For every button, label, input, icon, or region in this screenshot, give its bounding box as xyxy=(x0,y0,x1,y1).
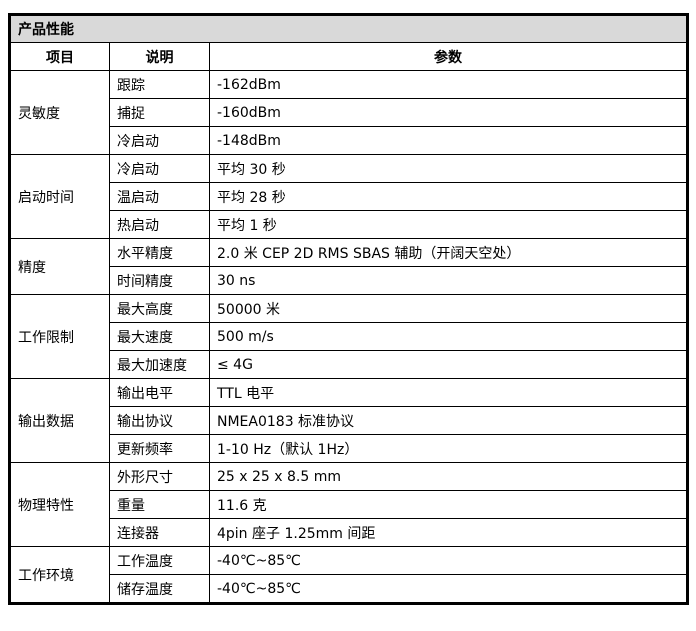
table-row: 工作限制 最大高度 50000 米 xyxy=(9,294,688,379)
table-row: 冷启动 -148dBm xyxy=(10,126,688,155)
description-cell: 外形尺寸 xyxy=(109,462,210,491)
header-item: 项目 xyxy=(9,42,110,71)
description-cell: 输出协议 xyxy=(109,406,210,435)
group-name: 灵敏度 xyxy=(9,70,110,155)
table-row: 工作环境 工作温度 -40℃~85℃ xyxy=(9,546,688,604)
description-cell: 冷启动 xyxy=(109,126,210,155)
table-row: 最大速度 500 m/s xyxy=(10,322,688,351)
parameter-cell: 25 x 25 x 8.5 mm xyxy=(209,462,688,491)
description-cell: 时间精度 xyxy=(109,266,210,295)
table-row: 物理特性 外形尺寸 25 x 25 x 8.5 mm xyxy=(9,462,688,547)
table-row: 更新频率 1-10 Hz（默认 1Hz） xyxy=(10,434,688,463)
table-row: 温启动 平均 28 秒 xyxy=(10,182,688,211)
parameter-cell: 11.6 克 xyxy=(209,490,688,519)
parameter-cell: 50000 米 xyxy=(209,294,688,323)
description-cell: 跟踪 xyxy=(109,70,210,99)
group-name: 物理特性 xyxy=(9,462,110,547)
description-cell: 温启动 xyxy=(109,182,210,211)
parameter-cell: 平均 1 秒 xyxy=(209,210,688,239)
description-cell: 捕捉 xyxy=(109,98,210,127)
parameter-cell: 1-10 Hz（默认 1Hz） xyxy=(209,434,688,463)
table-row: 灵敏度 跟踪 -162dBm xyxy=(9,70,688,155)
parameter-cell: -148dBm xyxy=(209,126,688,155)
parameter-cell: 30 ns xyxy=(209,266,688,295)
description-cell: 重量 xyxy=(109,490,210,519)
parameter-cell: TTL 电平 xyxy=(209,378,688,407)
description-cell: 更新频率 xyxy=(109,434,210,463)
description-cell: 最大加速度 xyxy=(109,350,210,379)
group-name: 输出数据 xyxy=(9,378,110,463)
table-row: 启动时间 冷启动 平均 30 秒 xyxy=(9,154,688,239)
table-title: 产品性能 xyxy=(9,14,688,43)
parameter-cell: 平均 30 秒 xyxy=(209,154,688,183)
table-row: 精度 水平精度 2.0 米 CEP 2D RMS SBAS 辅助（开阔天空处） xyxy=(9,238,688,295)
parameter-cell: ≤ 4G xyxy=(209,350,688,379)
parameter-cell: 4pin 座子 1.25mm 间距 xyxy=(209,518,688,547)
group-name: 工作限制 xyxy=(9,294,110,379)
header-description: 说明 xyxy=(109,42,210,71)
description-cell: 水平精度 xyxy=(109,238,210,267)
table-row: 输出协议 NMEA0183 标准协议 xyxy=(10,406,688,435)
table-title-row: 产品性能 xyxy=(9,14,688,43)
parameter-cell: -40℃~85℃ xyxy=(209,546,688,575)
description-cell: 输出电平 xyxy=(109,378,210,407)
description-cell: 最大高度 xyxy=(109,294,210,323)
group-name: 工作环境 xyxy=(9,546,110,604)
description-cell: 连接器 xyxy=(109,518,210,547)
table-row: 输出数据 输出电平 TTL 电平 xyxy=(9,378,688,463)
table-row: 连接器 4pin 座子 1.25mm 间距 xyxy=(10,518,688,547)
table-row: 捕捉 -160dBm xyxy=(10,98,688,127)
header-row: 项目 说明 参数 xyxy=(9,42,688,71)
description-cell: 热启动 xyxy=(109,210,210,239)
table-row: 最大加速度 ≤ 4G xyxy=(10,350,688,379)
parameter-cell: -160dBm xyxy=(209,98,688,127)
parameter-cell: -162dBm xyxy=(209,70,688,99)
table-row: 重量 11.6 克 xyxy=(10,490,688,519)
group-name: 精度 xyxy=(9,238,110,295)
description-cell: 工作温度 xyxy=(109,546,210,575)
parameter-cell: NMEA0183 标准协议 xyxy=(209,406,688,435)
parameter-cell: 500 m/s xyxy=(209,322,688,351)
description-cell: 储存温度 xyxy=(109,574,210,604)
table-row: 储存温度 -40℃~85℃ xyxy=(10,574,688,604)
parameter-cell: -40℃~85℃ xyxy=(209,574,688,604)
description-cell: 冷启动 xyxy=(109,154,210,183)
table-row: 时间精度 30 ns xyxy=(10,266,688,295)
parameter-cell: 平均 28 秒 xyxy=(209,182,688,211)
description-cell: 最大速度 xyxy=(109,322,210,351)
group-name: 启动时间 xyxy=(9,154,110,239)
parameter-cell: 2.0 米 CEP 2D RMS SBAS 辅助（开阔天空处） xyxy=(209,238,688,267)
header-parameter: 参数 xyxy=(209,42,688,71)
table-row: 热启动 平均 1 秒 xyxy=(10,210,688,239)
product-performance-table: 产品性能 项目 说明 参数 灵敏度 跟踪 -162dBm 捕捉 -160dBm 冷启动 -1… xyxy=(8,13,689,605)
